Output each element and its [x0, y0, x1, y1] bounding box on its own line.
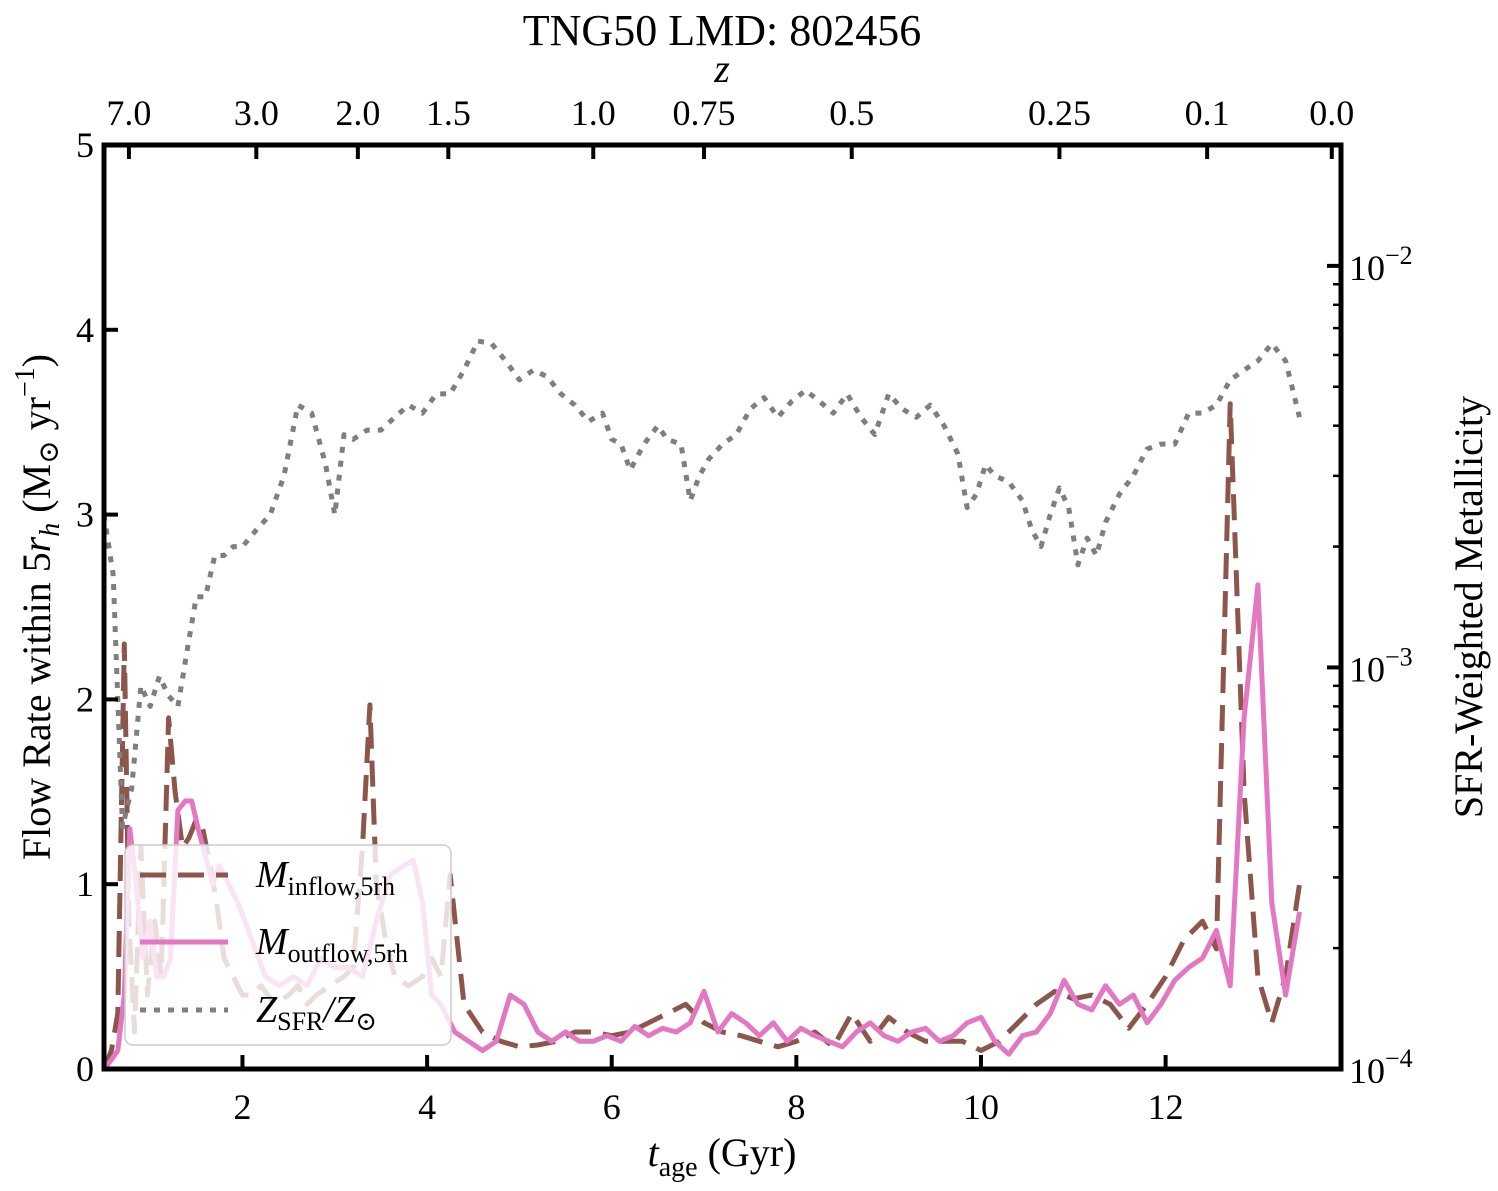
top-tick-label: 7.0: [106, 93, 151, 133]
top-tick-label: 1.5: [426, 93, 471, 133]
legend-frame: [124, 844, 452, 1046]
ylabel-left-close: ): [14, 354, 59, 367]
top-tick-label: 2.0: [335, 93, 380, 133]
top-tick-label: 0.25: [1028, 93, 1091, 133]
y-left-tick-label: 4: [76, 310, 94, 350]
ylabel-left-sun: ⊙: [34, 440, 65, 463]
legend-label-outflow: Moutflow,5rh: [255, 921, 408, 968]
top-tick-label: 0.1: [1185, 93, 1230, 133]
y-right-tick-label: 10−3: [1349, 642, 1413, 689]
ylabel-left-unit-open: (M: [14, 464, 59, 523]
top-tick-label: 0.75: [673, 93, 736, 133]
x-tick-label: 8: [787, 1087, 805, 1127]
ylabel-left-h: h: [35, 523, 66, 537]
x-tick-label: 12: [1148, 1087, 1184, 1127]
x-axis-label-var: t: [648, 1130, 660, 1175]
top-tick-label: 0.5: [829, 93, 874, 133]
y-axis-right-label: SFR-Weighted Metallicity: [1446, 396, 1491, 818]
top-tick-label: 3.0: [234, 93, 279, 133]
y-left-tick-label: 5: [76, 125, 94, 165]
top-tick-label: 1.0: [571, 93, 616, 133]
series-line-metallicity: [101, 338, 1302, 830]
x-tick-label: 6: [603, 1087, 621, 1127]
y-left-tick-label: 0: [76, 1049, 94, 1089]
x-axis-label: tage (Gyr): [648, 1130, 797, 1183]
legend-entries: Minflow,5rh Moutflow,5rh ZSFR/Z⊙: [140, 854, 408, 1036]
top-axis-label: z: [713, 46, 730, 91]
ylabel-left-exp: −1: [10, 367, 41, 397]
x-tick-label: 2: [233, 1087, 251, 1127]
legend: Minflow,5rh Moutflow,5rh ZSFR/Z⊙: [124, 844, 452, 1046]
y-right-tick-label: 10−2: [1349, 241, 1413, 288]
y-right-tick-label: 10−4: [1349, 1044, 1413, 1091]
plot-frame: [101, 142, 1344, 1072]
legend-label-inflow: Minflow,5rh: [255, 854, 395, 901]
y-left-tick-label: 3: [76, 495, 94, 535]
ylabel-left-r: r: [14, 536, 59, 552]
top-tick-label: 0.0: [1309, 93, 1354, 133]
x-axis-label-unit: (Gyr): [698, 1130, 797, 1175]
y-left-tick-label: 2: [76, 679, 94, 719]
y-left-tick-label: 1: [76, 864, 94, 904]
ylabel-left-prefix: Flow Rate within 5: [14, 552, 59, 860]
chart-title: TNG50 LMD: 802456: [523, 6, 921, 55]
x-tick-label: 10: [963, 1087, 999, 1127]
ylabel-left-yr: yr: [14, 397, 59, 440]
x-tick-label: 4: [418, 1087, 436, 1127]
x-axis-label-sub: age: [659, 1152, 698, 1183]
y-axis-left-label: Flow Rate within 5rh (M⊙ yr−1): [10, 354, 66, 860]
legend-label-metallicity: ZSFR/Z⊙: [256, 989, 377, 1036]
